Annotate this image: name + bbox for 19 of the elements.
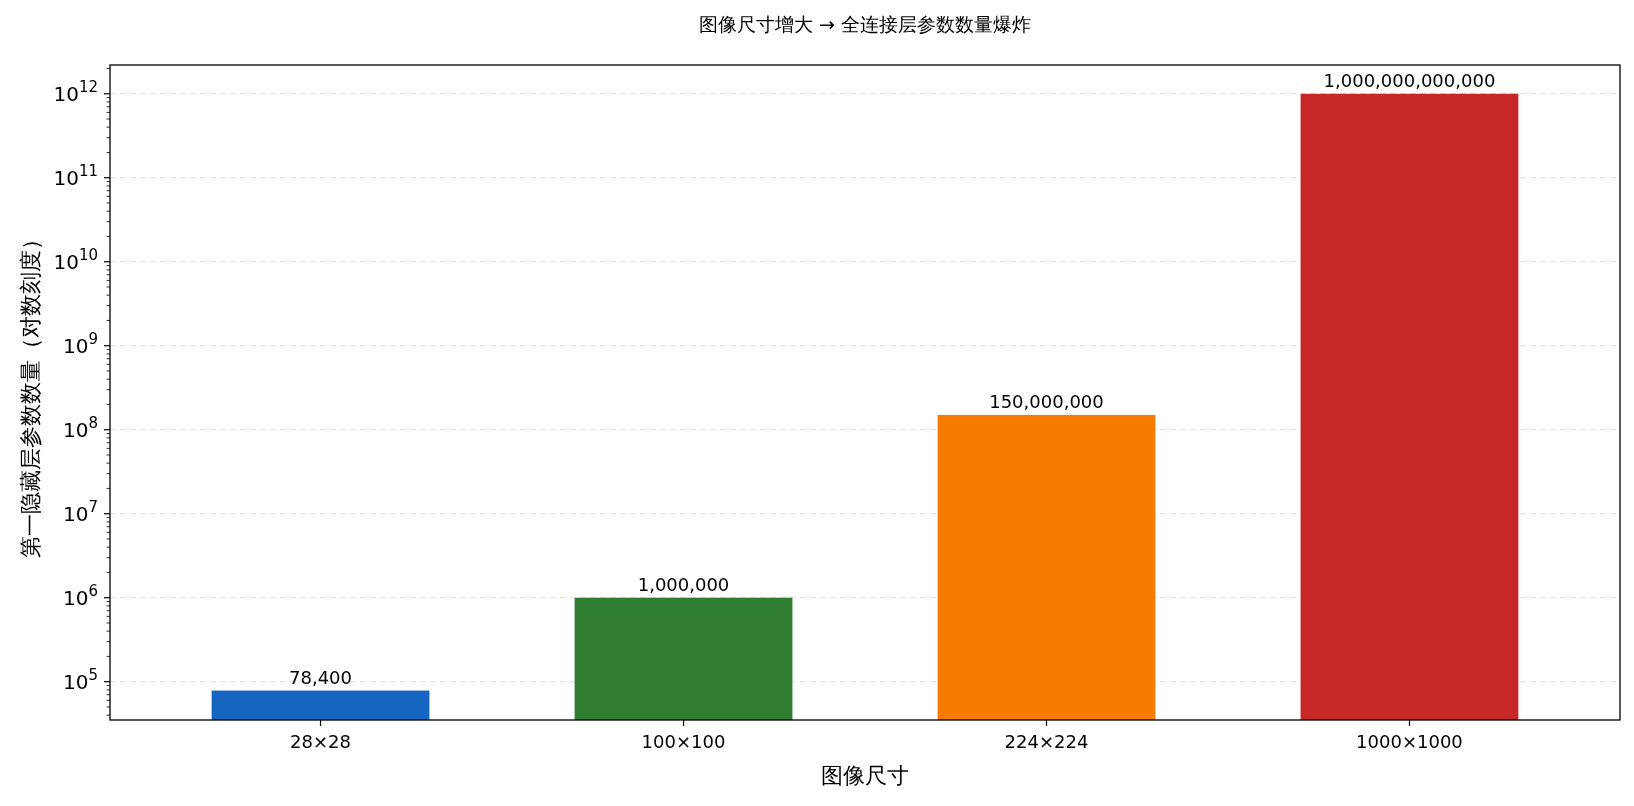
y-tick-label: 10$^{8}$: [63, 413, 98, 442]
y-tick-label: 10$^{6}$: [63, 581, 98, 610]
data-label: 1,000,000: [637, 573, 730, 595]
x-tick-label: 28×28: [290, 731, 351, 752]
x-tick-label: 100×100: [641, 731, 726, 752]
y-tick-label: 10$^{5}$: [63, 665, 98, 694]
x-tick-label: 1000×1000: [1356, 731, 1463, 752]
data-label: 150,000,000: [989, 390, 1104, 412]
data-label: 1,000,000,000,000: [1323, 69, 1496, 91]
y-axis-title: 第一隐藏层参数数量（对数刻度）: [18, 227, 43, 558]
y-tick-label: 10$^{9}$: [63, 329, 98, 358]
y-tick-label: 10$^{7}$: [63, 497, 98, 526]
data-label: 78,400: [289, 666, 353, 688]
y-tick-label: 10$^{12}$: [53, 77, 98, 106]
x-tick-label: 224×224: [1004, 731, 1089, 752]
y-tick-label: 10$^{11}$: [53, 161, 98, 190]
chart-title: 图像尺寸增大 → 全连接层参数数量爆炸: [699, 13, 1031, 35]
x-axis-title: 图像尺寸: [821, 763, 909, 788]
y-tick-label: 10$^{10}$: [53, 245, 98, 274]
